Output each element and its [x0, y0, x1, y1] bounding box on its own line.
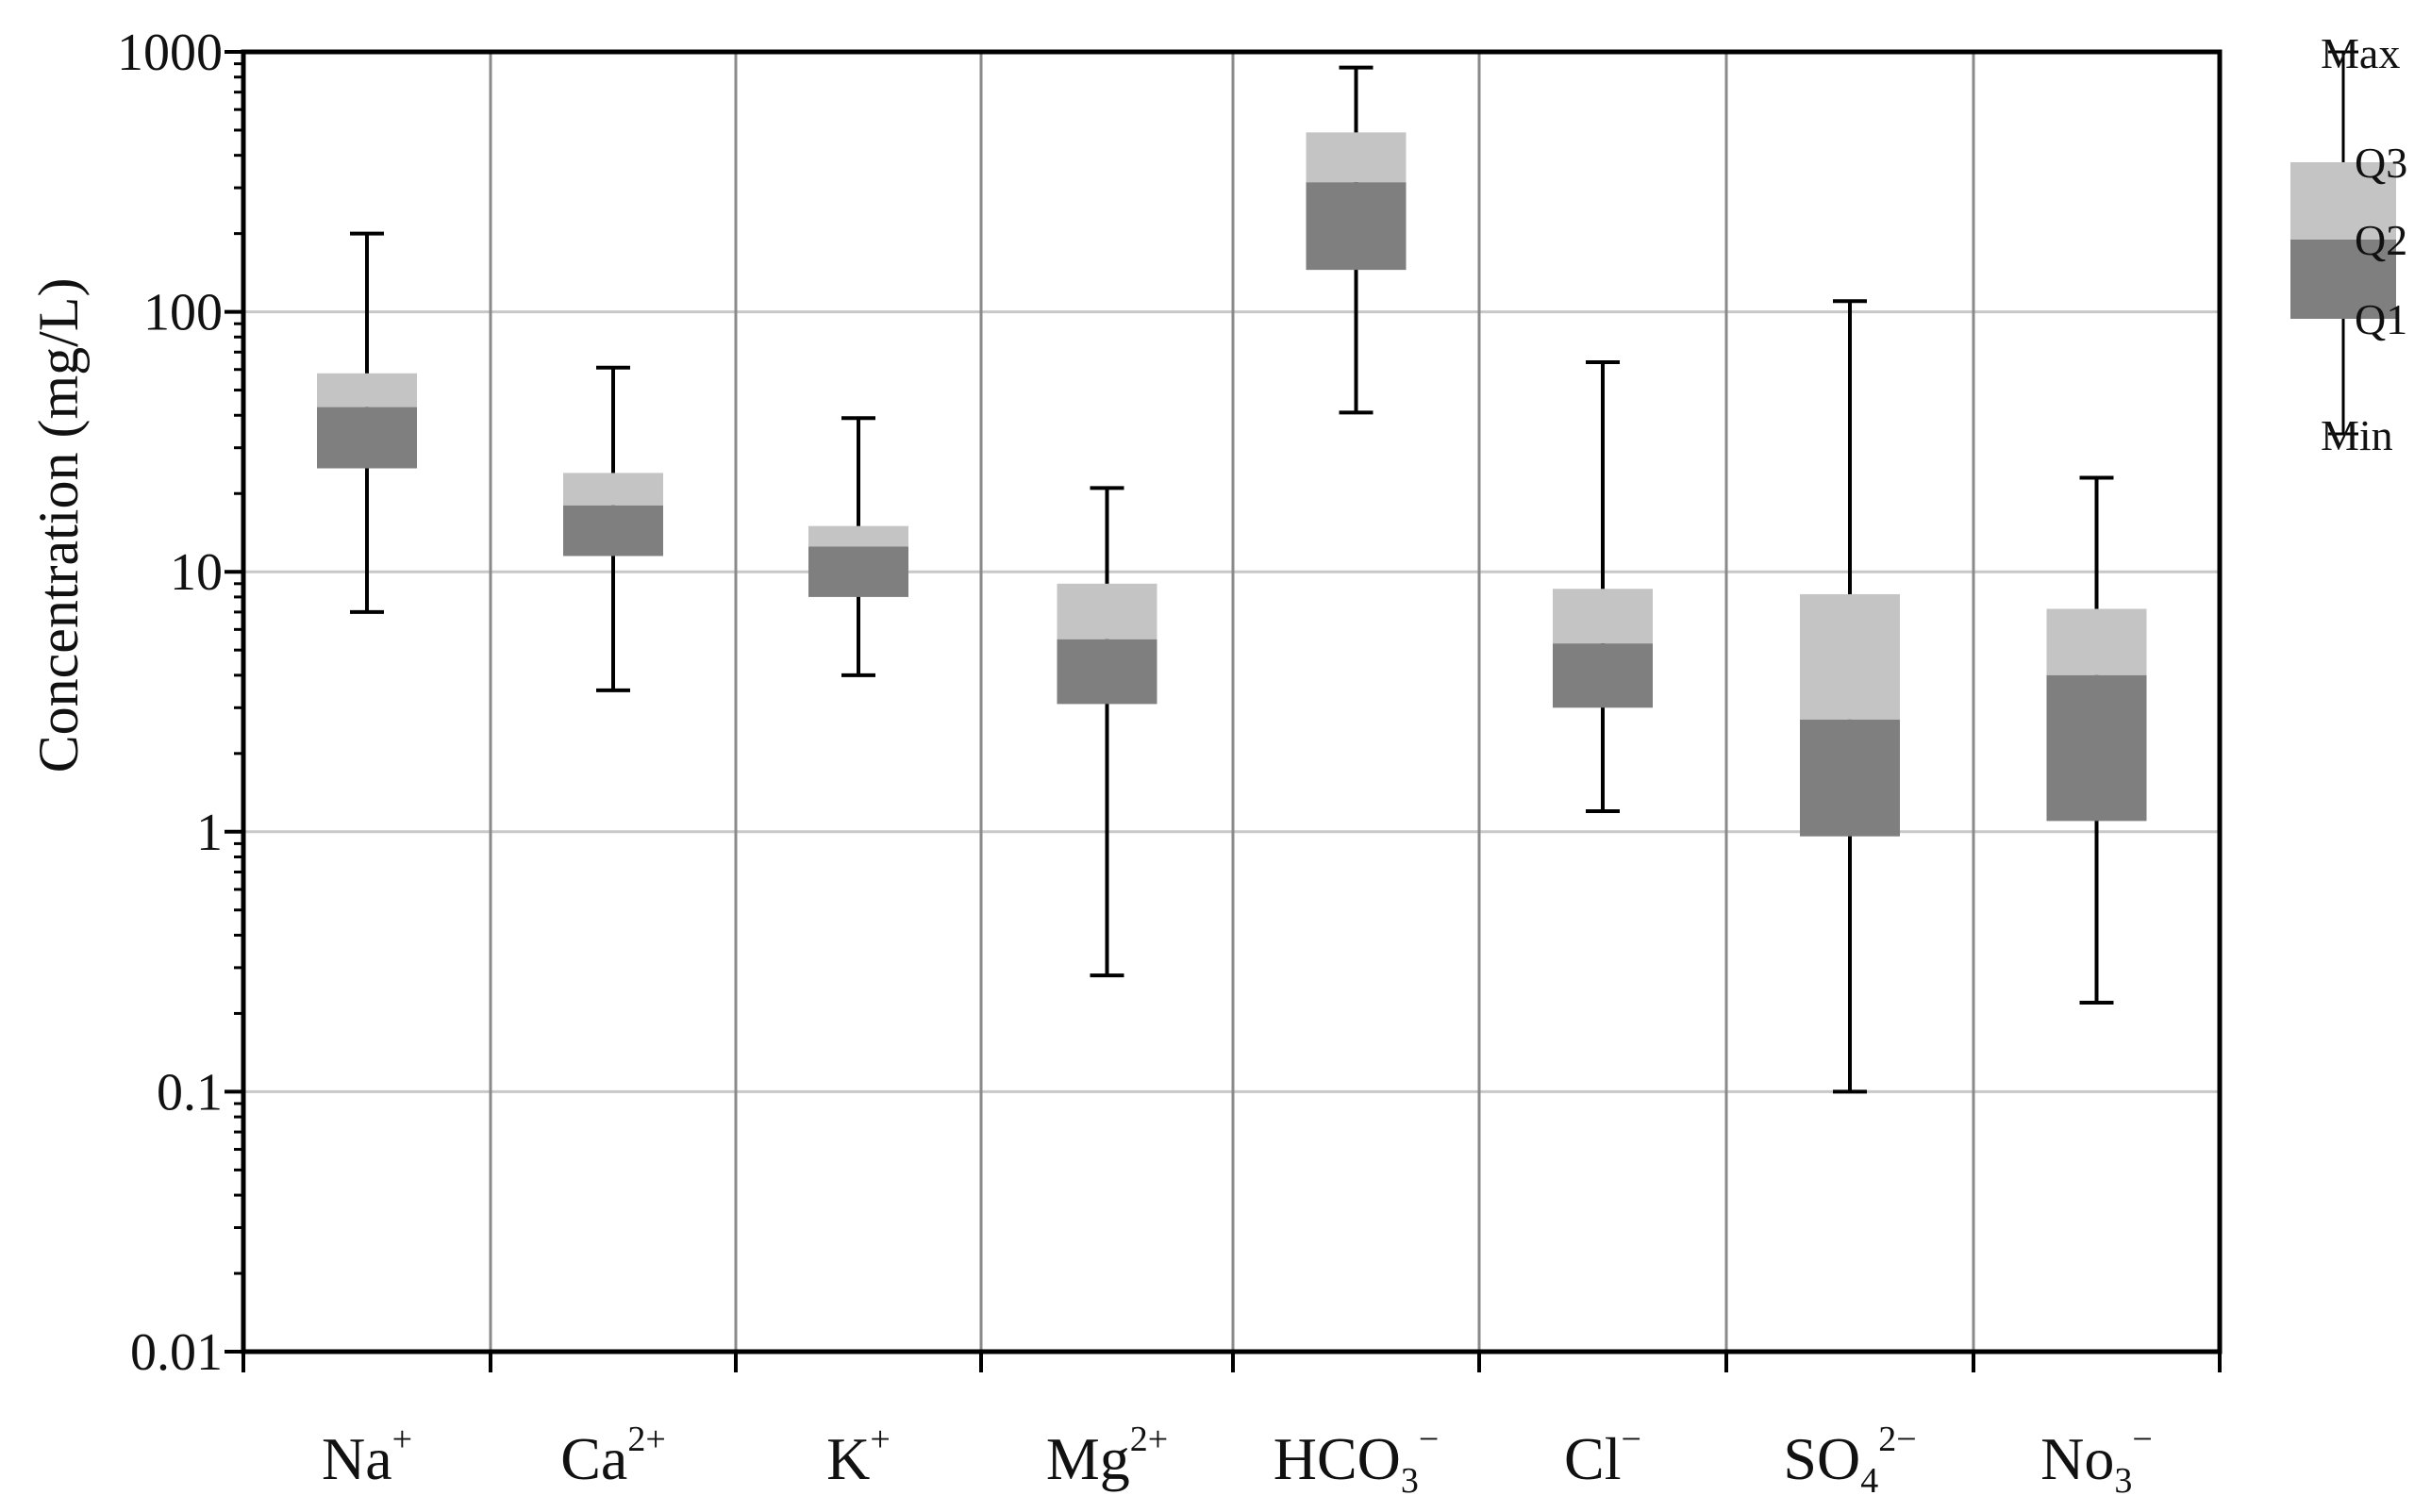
box-upper-q2-q3 [317, 373, 417, 407]
box-lower-q1-q2 [1306, 182, 1407, 271]
box-lower-q1-q2 [563, 505, 663, 557]
box-7 [1800, 299, 1900, 1094]
box-lower-q1-q2 [2046, 674, 2147, 822]
x-category-label: HCO3− [1274, 1420, 1440, 1501]
y-axis-title: Concentration (mg/L) [27, 278, 90, 773]
box-6 [1553, 360, 1653, 813]
box-lower-q1-q2 [1553, 643, 1653, 708]
axes-layer [225, 49, 2223, 1372]
box-5 [1306, 65, 1407, 415]
box-lower-q1-q2 [808, 546, 908, 597]
legend-label-min: Min [2321, 411, 2393, 459]
box-upper-q2-q3 [1553, 589, 1653, 644]
x-category-label: No3− [2040, 1420, 2153, 1501]
box-upper-q2-q3 [1306, 132, 1407, 183]
box-upper-q2-q3 [1057, 583, 1157, 640]
box-upper-q2-q3 [563, 473, 663, 506]
box-3 [808, 416, 908, 677]
box-upper-q2-q3 [1800, 593, 1900, 720]
y-tick-label: 0.1 [157, 1063, 223, 1122]
box-4 [1057, 486, 1157, 978]
box-8 [2046, 475, 2147, 1005]
x-category-label: Na+ [322, 1420, 412, 1492]
legend-label-max: Max [2321, 29, 2400, 77]
x-category-labels: Na+ Ca2+ K+ Mg2+ HCO3− Cl− SO42− No3− [322, 1420, 2153, 1501]
x-category-label: K+ [826, 1420, 891, 1492]
y-tick-label: 1 [196, 804, 223, 862]
y-tick-label: 100 [143, 284, 223, 342]
y-tick-label: 10 [170, 543, 223, 602]
legend-box-lower [2290, 240, 2396, 319]
x-category-label: SO42− [1783, 1420, 1916, 1501]
y-tick-label: 1000 [117, 24, 223, 82]
legend-label-q3: Q3 [2355, 139, 2407, 187]
box-lower-q1-q2 [1057, 639, 1157, 705]
boxes-layer [317, 65, 2147, 1094]
legend-label-q2: Q2 [2355, 216, 2407, 264]
box-upper-q2-q3 [808, 525, 908, 547]
box-2 [563, 365, 663, 692]
y-tick-label: 0.01 [130, 1323, 223, 1382]
grid-layer [243, 52, 2220, 1352]
legend-label-q1: Q1 [2355, 295, 2407, 343]
x-category-label: Ca2+ [560, 1420, 666, 1492]
box-1 [317, 231, 417, 614]
x-category-label: Cl− [1564, 1420, 1641, 1492]
legend-box-upper [2290, 162, 2396, 240]
box-lower-q1-q2 [1800, 719, 1900, 837]
legend: Max Q3 Q2 Q1 Min [2290, 29, 2407, 459]
y-tick-labels: 0.01 0.1 1 10 100 1000 [117, 24, 223, 1382]
x-category-label: Mg2+ [1046, 1420, 1168, 1492]
box-lower-q1-q2 [317, 407, 417, 469]
box-upper-q2-q3 [2046, 608, 2147, 675]
